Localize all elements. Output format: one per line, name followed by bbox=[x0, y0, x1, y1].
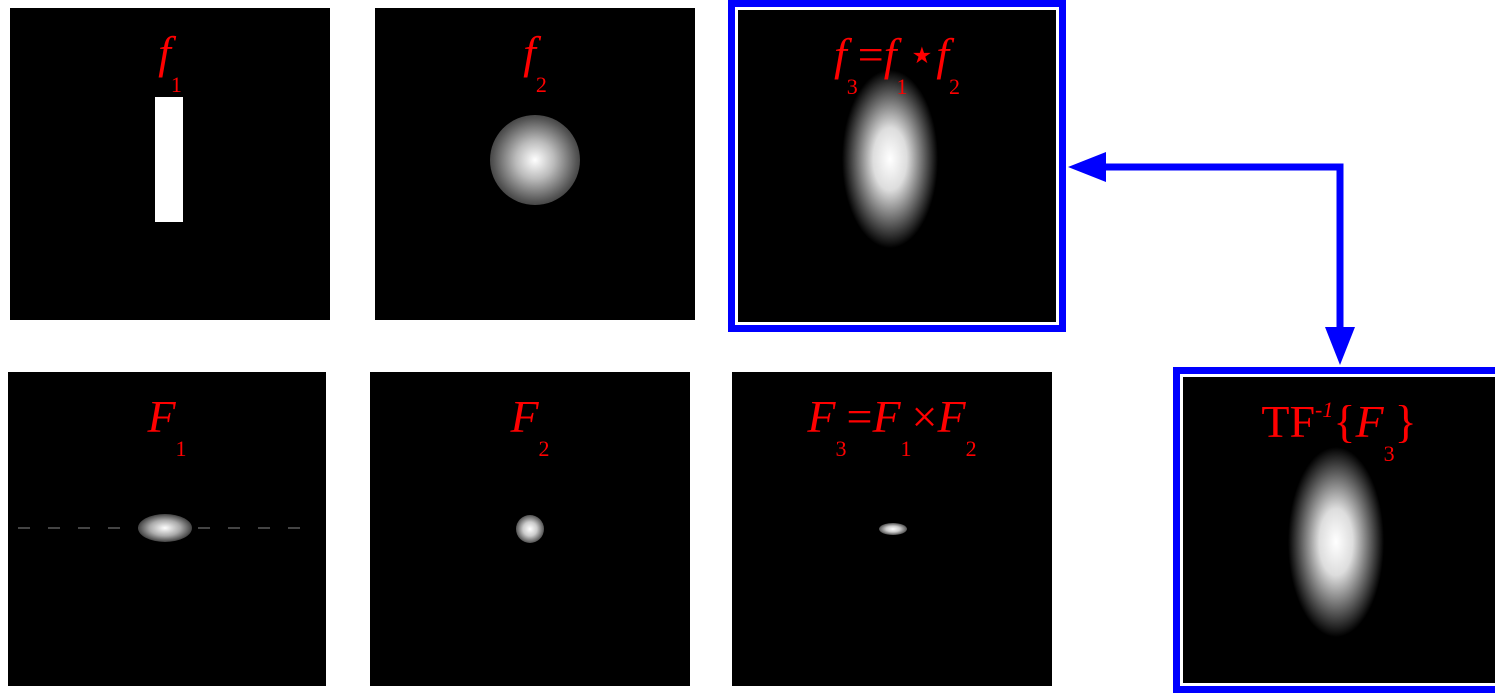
spectrum bbox=[138, 514, 192, 542]
label-subscript: 3 bbox=[835, 436, 847, 461]
label-subscript: 2 bbox=[949, 74, 961, 99]
label-subscript: 1 bbox=[170, 72, 182, 97]
label: f3=f1⋆f2 bbox=[738, 32, 1056, 98]
spectrum bbox=[516, 515, 544, 543]
image-f2: f2 bbox=[375, 8, 695, 320]
label-text: f bbox=[158, 27, 171, 78]
label: F1 bbox=[8, 394, 326, 460]
gaussian bbox=[490, 115, 580, 205]
label-text: { bbox=[1333, 396, 1356, 447]
label-text: × bbox=[911, 391, 938, 442]
label-subscript: 1 bbox=[896, 74, 908, 99]
label-text: = bbox=[857, 29, 884, 80]
label-text: F bbox=[807, 391, 836, 442]
convolution bbox=[842, 70, 938, 248]
label-text: F bbox=[510, 391, 539, 442]
arrowhead bbox=[1325, 327, 1355, 365]
label-text: f bbox=[883, 29, 897, 80]
label-subscript: 3 bbox=[1383, 441, 1395, 466]
label-text: F bbox=[937, 391, 966, 442]
spectrum bbox=[879, 523, 907, 535]
image-F2: F2 bbox=[370, 372, 690, 686]
label-subscript: 2 bbox=[538, 436, 550, 461]
label-text: = bbox=[846, 391, 873, 442]
label-subscript: 2 bbox=[965, 436, 977, 461]
image-f1: f1 bbox=[10, 8, 330, 320]
arrowhead bbox=[1068, 152, 1106, 182]
label-text: F bbox=[1355, 396, 1384, 447]
label-subscript: 3 bbox=[846, 74, 858, 99]
label: f1 bbox=[10, 30, 330, 96]
label-text: F bbox=[147, 391, 176, 442]
label-text: f bbox=[523, 27, 536, 78]
label-text: f bbox=[833, 29, 847, 80]
label: f2 bbox=[375, 30, 695, 96]
reconstruction bbox=[1288, 447, 1384, 637]
image-inverse: TF-1{F3} bbox=[1173, 367, 1495, 693]
image-F1: F1 bbox=[8, 372, 326, 686]
connector bbox=[1100, 163, 1344, 335]
rectangle bbox=[155, 97, 183, 222]
label-subscript: 2 bbox=[535, 72, 547, 97]
label-subscript: 1 bbox=[900, 436, 912, 461]
label-superscript: -1 bbox=[1315, 397, 1334, 422]
label-text: f bbox=[936, 29, 950, 80]
label-text: TF bbox=[1261, 396, 1316, 447]
label-text: ⋆ bbox=[907, 29, 937, 80]
label: TF-1{F3} bbox=[1183, 399, 1495, 465]
label: F3=F1×F2 bbox=[732, 394, 1052, 460]
label-text: F bbox=[872, 391, 901, 442]
label-subscript: 1 bbox=[175, 436, 187, 461]
label-text: } bbox=[1394, 396, 1417, 447]
image-F3: F3=F1×F2 bbox=[732, 372, 1052, 686]
image-f3: f3=f1⋆f2 bbox=[728, 0, 1066, 332]
label: F2 bbox=[370, 394, 690, 460]
